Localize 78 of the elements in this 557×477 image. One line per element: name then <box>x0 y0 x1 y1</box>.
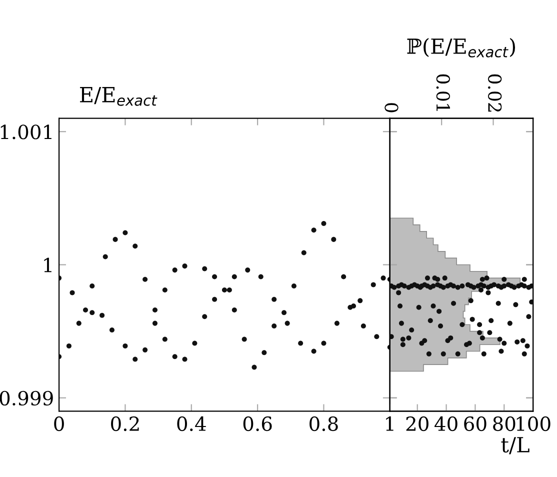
point <box>102 254 108 260</box>
point <box>252 364 257 370</box>
x-tick-label: 0 <box>384 103 398 112</box>
point <box>90 284 95 289</box>
point <box>301 250 306 256</box>
x-tick-label: 0.02 <box>488 74 502 112</box>
point <box>341 274 346 280</box>
point <box>284 320 290 326</box>
point <box>132 356 138 362</box>
point <box>182 264 188 269</box>
point <box>162 336 168 342</box>
point <box>232 307 237 312</box>
x-tick-label: 80 <box>493 416 516 432</box>
point <box>212 274 218 280</box>
point <box>132 244 138 249</box>
x-tick-label: 0.01 <box>436 74 450 111</box>
point <box>162 288 168 293</box>
x-tick-label: 0.4 <box>177 416 206 432</box>
y-tick-label: 0.999 <box>0 390 53 406</box>
y-axis-title: E/E$_{exact}$ <box>80 87 158 106</box>
point <box>358 298 363 304</box>
point <box>360 323 366 328</box>
point <box>334 320 340 326</box>
point <box>321 220 326 226</box>
point <box>232 274 237 280</box>
point <box>112 236 118 242</box>
point <box>374 334 380 340</box>
point <box>202 314 208 320</box>
point <box>83 307 88 312</box>
x-tick-label: 100 <box>516 416 550 432</box>
point <box>282 310 287 316</box>
point <box>370 282 376 288</box>
point <box>152 307 158 312</box>
point <box>262 350 267 356</box>
x-tick-label: 0.2 <box>111 416 139 432</box>
point <box>321 340 326 346</box>
point <box>272 323 277 328</box>
point <box>122 230 128 236</box>
point <box>172 354 178 360</box>
point <box>212 296 218 302</box>
point <box>291 284 296 289</box>
point <box>152 320 158 326</box>
point <box>192 340 198 346</box>
point <box>226 288 232 293</box>
point <box>76 320 82 326</box>
x-tick-label: 40 <box>434 416 458 432</box>
x-tick-label: 0.6 <box>243 416 272 432</box>
point <box>311 228 316 233</box>
x-axis-title: t/L <box>501 437 530 454</box>
point <box>380 276 386 281</box>
point <box>311 348 316 354</box>
point <box>202 266 208 272</box>
point <box>272 296 277 302</box>
point <box>245 268 250 273</box>
y-tick-label: 1 <box>44 258 52 272</box>
point <box>242 336 247 342</box>
point <box>142 276 148 282</box>
point <box>351 304 356 309</box>
point <box>331 236 336 242</box>
point <box>66 343 72 348</box>
x-tick-label: 60 <box>464 416 486 432</box>
x-tick-label: 0 <box>54 416 64 432</box>
y-tick-label: 1.001 <box>0 124 52 140</box>
point <box>90 310 95 316</box>
point <box>142 347 148 352</box>
point <box>222 288 227 293</box>
point <box>70 290 75 296</box>
x-tick-label: 1 <box>386 416 394 431</box>
x-axis-title: ℙ(E/E$_{exact}$) <box>407 38 516 58</box>
point <box>182 356 188 362</box>
x-tick-label: 0.8 <box>310 416 338 432</box>
point <box>109 327 114 332</box>
point <box>172 268 178 273</box>
point <box>258 274 264 280</box>
point <box>122 343 128 348</box>
x-tick-label: 20 <box>406 416 428 432</box>
point <box>100 312 105 318</box>
point <box>298 340 304 346</box>
